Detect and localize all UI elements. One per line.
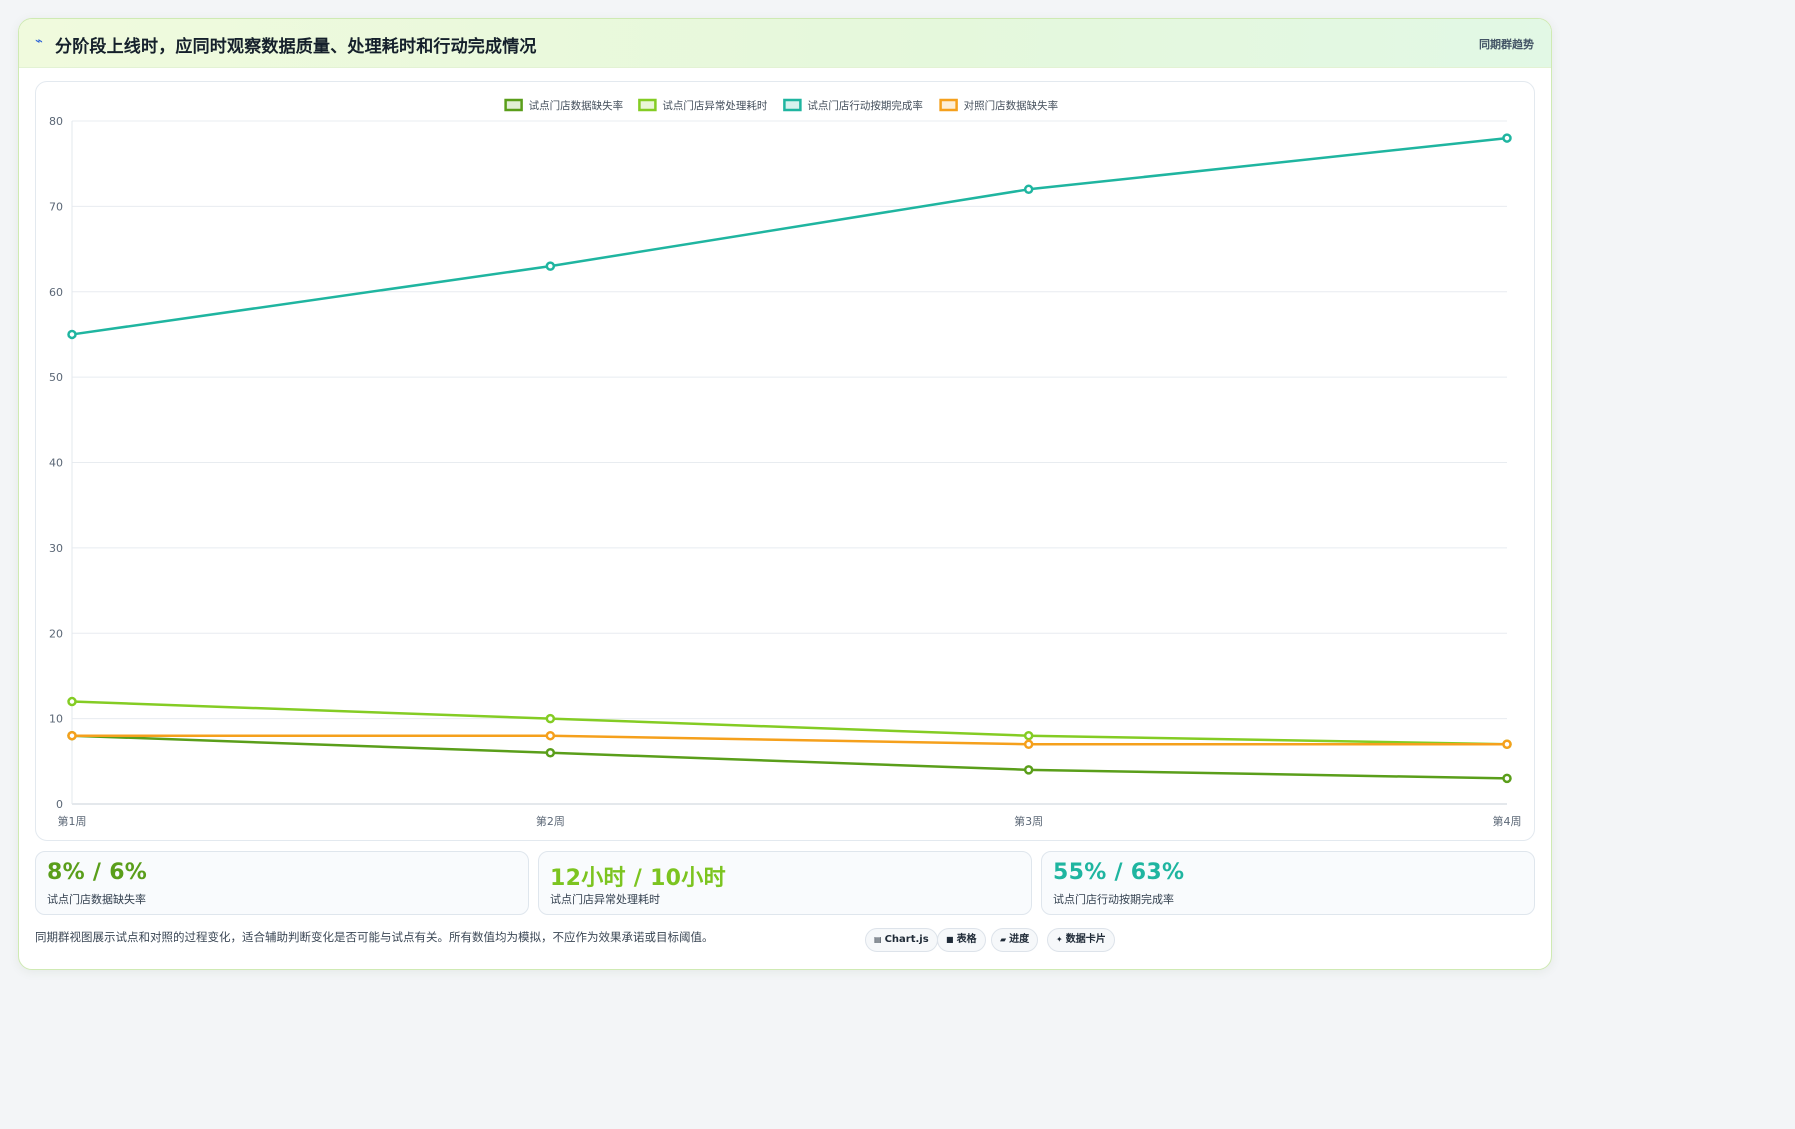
kpi-value: 8% / 6% [47,860,148,885]
x-tick-label: 第1周 [58,814,87,828]
data-point [1023,730,1034,741]
y-tick-label: 80 [49,115,63,128]
chip-label: 进度 [1009,934,1030,945]
legend-swatch [939,98,958,112]
chip-label: Chart.js [884,934,929,945]
data-point [67,329,77,340]
data-point [1023,765,1034,775]
kpi-label: 试点门店异常处理耗时 [550,893,660,906]
chart-line-icon: ⌁ [35,34,43,49]
legend-swatch [504,98,523,112]
data-point [1502,739,1512,749]
kpi-label: 试点门店数据缺失率 [47,893,146,906]
kpi-card-completion-rate: 55% / 63% 试点门店行动按期完成率 [1041,851,1535,915]
x-tick-label: 第2周 [536,814,565,828]
data-point [545,261,556,271]
kpi-card-missing-rate: 8% / 6% 试点门店数据缺失率 [35,851,529,915]
y-tick-label: 70 [49,200,63,213]
data-point [67,696,77,707]
legend: 试点门店数据缺失率 试点门店异常处理耗时 试点门店行动按期完成率 对照门店数据缺失率 [504,98,1059,112]
series-line [71,136,1508,336]
chip-label: 表格 [956,934,977,945]
series-line [72,734,1507,746]
table-icon: ■ [946,935,954,944]
data-point [67,730,77,741]
series-line [71,700,1508,746]
data-point [1502,133,1512,143]
kpi-label: 试点门店行动按期完成率 [1053,893,1174,906]
y-tick-label: 60 [49,286,63,299]
data-point [545,713,556,724]
trend-card: ⌁ 分阶段上线时，应同时观察数据质量、处理耗时和行动完成情况 同期群趋势 0 10… [18,18,1552,970]
legend-label: 试点门店数据缺失率 [529,99,624,112]
data-point [1023,184,1034,195]
chip-progress[interactable]: ▰ 进度 [991,928,1039,952]
card-header: ⌁ 分阶段上线时，应同时观察数据质量、处理耗时和行动完成情况 同期群趋势 [19,19,1551,68]
series-line [71,734,1508,780]
data-point [545,748,556,758]
chart-panel: 0 10 20 30 40 50 60 70 80 第1周 第2周 第3周 第4周 试点门店数据缺失率 试点… [35,81,1535,841]
legend-swatch [783,98,802,112]
chip-data-card[interactable]: ✦ 数据卡片 [1047,928,1115,952]
y-tick-label: 0 [56,798,63,811]
data-point [1502,773,1512,784]
legend-swatch [638,98,657,112]
legend-label: 试点门店行动按期完成率 [807,99,923,112]
kpi-value: 12小时 / 10小时 [550,866,726,891]
x-tick-label: 第4周 [1493,814,1522,828]
chip-table[interactable]: ■ 表格 [937,928,986,952]
data-point [1023,739,1034,749]
chip-chartjs[interactable]: ▤ Chart.js [865,928,938,952]
legend-label: 对照门店数据缺失率 [964,99,1059,112]
section-badge: 同期群趋势 [1479,38,1534,51]
page-title: 分阶段上线时，应同时观察数据质量、处理耗时和行动完成情况 [55,37,537,57]
data-point [545,730,556,741]
x-tick-label: 第3周 [1014,814,1043,828]
y-tick-label: 10 [49,713,63,726]
y-tick-label: 20 [49,627,63,640]
card-icon: ✦ [1056,935,1063,944]
y-tick-label: 40 [49,457,63,470]
y-tick-label: 50 [49,371,63,384]
kpi-value: 55% / 63% [1053,860,1185,885]
footnote: 同期群视图展示试点和对照的过程变化，适合辅助判断变化是否可能与试点有关。所有数值… [35,930,714,944]
kpi-card-handling-time: 12小时 / 10小时 试点门店异常处理耗时 [538,851,1032,915]
y-tick-label: 30 [49,542,63,555]
chip-label: 数据卡片 [1065,934,1106,945]
legend-label: 试点门店异常处理耗时 [662,99,767,112]
progress-icon: ▰ [1000,935,1007,944]
chart-icon: ▤ [874,935,882,944]
